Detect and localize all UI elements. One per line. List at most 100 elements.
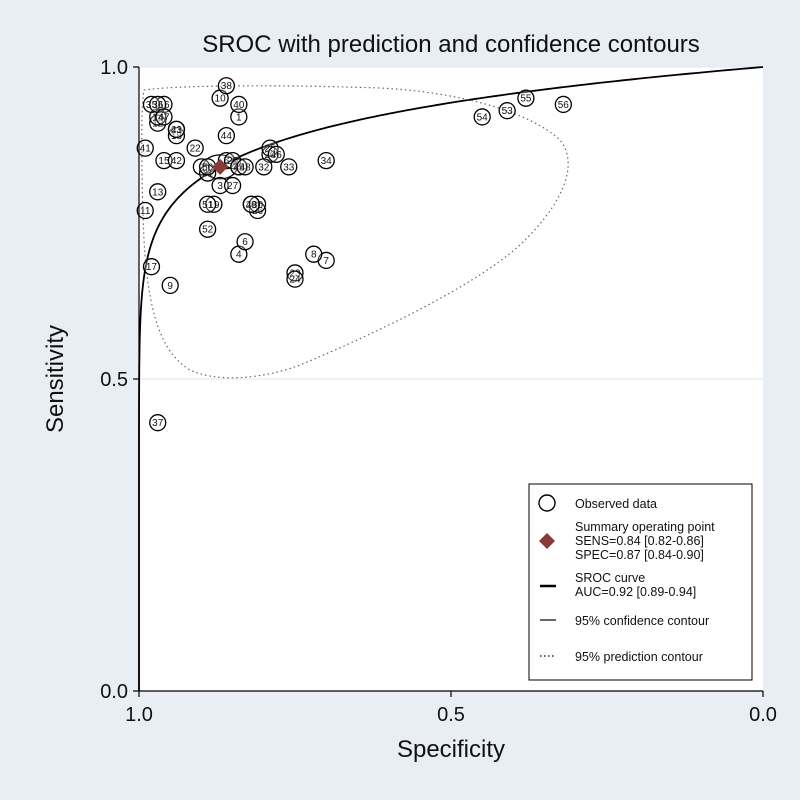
observed-point-marker [230, 158, 248, 176]
y-axis-label: Sensitivity [42, 325, 69, 433]
observed-point-marker [267, 145, 285, 164]
observed-point-marker [248, 195, 267, 213]
observed-point-label: 42 [171, 156, 183, 167]
observed-point-marker [155, 151, 173, 170]
observed-point-52: 52 [198, 220, 217, 238]
observed-point-label: 46 [271, 150, 283, 161]
observed-point-51: 51 [198, 195, 217, 213]
observed-point-53: 53 [498, 102, 516, 120]
observed-point-label: 27 [227, 181, 239, 192]
observed-point-13: 13 [149, 183, 167, 201]
observed-point-label: 50 [202, 162, 214, 173]
observed-point-marker [136, 139, 154, 157]
observed-point-label: 56 [558, 100, 570, 111]
observed-point-label: 34 [321, 156, 333, 167]
observed-point-marker [554, 95, 572, 114]
observed-point-35: 35 [142, 95, 161, 114]
observed-point-marker [286, 264, 304, 282]
observed-point-marker [192, 158, 211, 176]
observed-point-47: 47 [155, 108, 173, 126]
legend-summary-spec: SPEC=0.87 [0.84-0.90] [575, 548, 704, 562]
legend-observed-marker [538, 494, 556, 512]
observed-point-34: 34 [317, 151, 335, 170]
observed-point-marker [198, 220, 217, 238]
legend-sroc-title: SROC curve [575, 571, 645, 585]
observed-point-label: 55 [520, 94, 532, 105]
legend-summary-title: Summary operating point [575, 520, 715, 534]
y-tick-label-1: 0.5 [100, 369, 128, 391]
x-tick-label-0: 1.0 [125, 704, 153, 726]
observed-point-label: 43 [171, 125, 183, 136]
observed-point-label: 38 [221, 81, 233, 92]
observed-point-42: 42 [167, 151, 186, 170]
observed-point-marker [205, 195, 223, 213]
observed-point-label: 10 [215, 94, 227, 105]
observed-point-marker [498, 102, 516, 120]
observed-point-label: 15 [158, 156, 170, 167]
observed-point-marker [149, 114, 167, 132]
observed-point-37: 37 [149, 414, 167, 432]
observed-point-1: 1 [230, 108, 248, 126]
observed-point-marker [286, 270, 304, 288]
chart-title: SROC with prediction and confidence cont… [202, 31, 700, 58]
observed-point-label: 32 [258, 162, 270, 173]
observed-point-marker [186, 139, 204, 157]
observed-point-label: 54 [477, 112, 489, 123]
observed-point-46: 46 [267, 145, 285, 164]
observed-point-18: 18 [167, 126, 186, 145]
legend-box [528, 483, 753, 681]
observed-point-label: 41 [140, 144, 152, 155]
summary-operating-point [212, 158, 229, 175]
x-tick-label-2: 0.0 [749, 704, 777, 726]
observed-point-marker [255, 158, 273, 176]
observed-point-30: 30 [248, 195, 267, 213]
observed-point-marker [142, 95, 161, 114]
observed-point-marker [305, 245, 323, 263]
observed-point-38: 38 [217, 77, 236, 95]
legend-summary-sens: SENS=0.84 [0.82-0.86] [575, 534, 704, 548]
observed-point-marker [242, 195, 260, 213]
observed-point-label: 12 [152, 119, 164, 130]
observed-point-label: 52 [202, 225, 214, 236]
observed-point-50: 50 [198, 158, 217, 176]
observed-point-marker [142, 258, 161, 276]
observed-point-label: 16 [158, 100, 170, 111]
observed-point-marker [149, 183, 167, 201]
observed-point-marker [161, 276, 179, 295]
observed-point-label: 14 [152, 112, 164, 123]
y-tick-label-2: 1.0 [100, 57, 128, 79]
observed-point-marker [149, 414, 167, 432]
observed-point-12: 12 [149, 114, 167, 132]
y-tick-label-0: 0.0 [100, 681, 128, 703]
observed-point-label: 28 [246, 200, 258, 211]
observed-point-marker [211, 176, 229, 195]
observed-point-11: 11 [136, 201, 154, 220]
observed-point-41: 41 [136, 139, 154, 157]
observed-point-label: 51 [202, 200, 214, 211]
observed-point-27: 27 [223, 176, 242, 195]
legend-prediction-label: 95% prediction contour [575, 650, 703, 664]
observed-point-6: 6 [236, 233, 254, 251]
observed-point-label: 33 [283, 162, 295, 173]
observed-point-marker [517, 89, 535, 107]
observed-point-55: 55 [517, 89, 535, 107]
observed-point-label: 30 [252, 200, 264, 211]
observed-point-label: 37 [152, 418, 164, 429]
observed-point-label: 44 [221, 131, 233, 142]
observed-point-22: 22 [186, 139, 204, 157]
observed-point-45: 45 [230, 158, 248, 176]
observed-point-marker [217, 77, 236, 95]
observed-point-label: 5 [224, 156, 230, 167]
observed-point-49: 49 [242, 195, 260, 213]
observed-point-label: 3 [217, 181, 223, 192]
observed-point-marker [155, 108, 173, 126]
x-axis-label: Specificity [397, 736, 505, 763]
axis-ticks: 1.0 0.5 0.0 0.0 0.5 1.0 [100, 57, 777, 726]
observed-point-label: 47 [158, 112, 170, 123]
x-tick-label-1: 0.5 [437, 704, 465, 726]
observed-point-label: 40 [233, 100, 245, 111]
legend-observed-label: Observed data [575, 497, 657, 511]
observed-point-label: 11 [140, 206, 151, 217]
summary-point-marker [212, 158, 229, 175]
observed-point-3: 3 [211, 176, 229, 195]
